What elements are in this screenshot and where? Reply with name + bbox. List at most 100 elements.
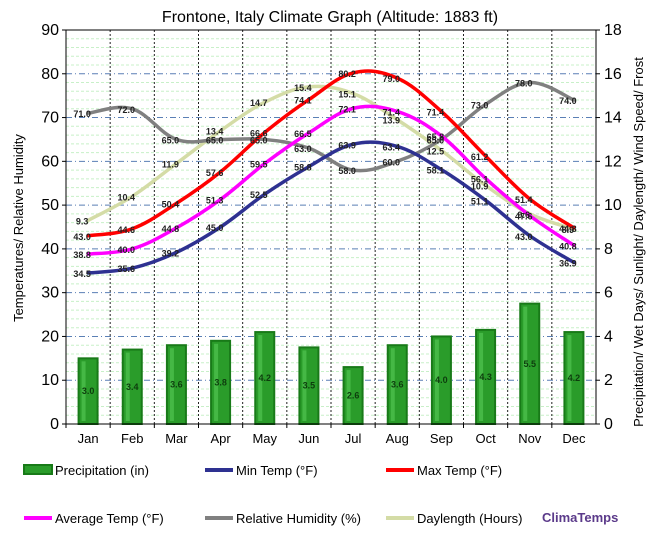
data-label: 72.1: [338, 104, 356, 114]
x-tick-label: Sep: [430, 431, 453, 446]
precip-data-label: 3.4: [126, 382, 139, 392]
x-tick-label: Mar: [165, 431, 188, 446]
data-label: 45.0: [206, 223, 224, 233]
y-right-tick-label: 16: [604, 66, 622, 83]
data-label: 73.0: [471, 100, 489, 110]
data-label: 65.0: [250, 135, 268, 145]
data-label: 51.1: [471, 196, 489, 206]
y-left-tick-label: 10: [41, 372, 59, 389]
data-label: 61.2: [471, 152, 489, 162]
data-label: 40.8: [559, 241, 577, 251]
data-label: 59.5: [250, 160, 268, 170]
precip-bar-shine: [258, 335, 263, 421]
precip-data-label: 3.6: [391, 380, 404, 390]
data-label: 79.0: [382, 74, 400, 84]
legend-label: Relative Humidity (%): [236, 511, 361, 526]
data-label: 44.8: [162, 224, 180, 234]
data-label: 71.4: [427, 107, 445, 117]
precip-data-label: 3.8: [214, 377, 227, 387]
precip-bar-shine: [125, 352, 130, 421]
legend-label: Max Temp (°F): [417, 463, 502, 478]
data-label: 8.9: [562, 225, 575, 235]
data-label: 60.0: [382, 157, 400, 167]
data-label: 15.1: [338, 89, 356, 99]
precip-data-label: 3.6: [170, 380, 183, 390]
y-right-tick-label: 10: [604, 197, 622, 214]
data-label: 11.9: [162, 160, 179, 170]
data-label: 50.4: [162, 199, 180, 209]
data-label: 66.5: [294, 129, 312, 139]
data-label: 71.0: [73, 109, 91, 119]
y-left-tick-label: 50: [41, 197, 59, 214]
precip-bar-shine: [479, 332, 484, 421]
data-label: 34.5: [73, 269, 91, 279]
x-tick-label: Dec: [562, 431, 586, 446]
precip-data-label: 4.2: [568, 373, 581, 383]
data-label: 43.0: [515, 232, 533, 242]
data-label: 40.0: [117, 245, 135, 255]
data-label: 38.8: [73, 250, 91, 260]
y-left-tick-label: 40: [41, 241, 59, 258]
y-left-tick-label: 20: [41, 328, 59, 345]
daylength-hours-line: [86, 84, 576, 231]
precip-data-label: 3.0: [82, 386, 95, 396]
y-right-tick-label: 0: [604, 416, 613, 433]
x-tick-label: Nov: [518, 431, 542, 446]
data-label: 51.4: [515, 195, 533, 205]
precip-data-label: 4.2: [258, 373, 271, 383]
precip-data-label: 3.5: [303, 381, 316, 391]
data-label: 65.0: [427, 135, 445, 145]
data-label: 65.8: [427, 132, 445, 142]
chart-title: Frontone, Italy Climate Graph (Altitude:…: [162, 9, 498, 26]
data-label: 80.2: [338, 69, 356, 79]
relative-humidity-line: [86, 80, 576, 173]
data-label: 65.0: [206, 135, 224, 145]
precip-data-label: 4.0: [435, 375, 448, 385]
x-tick-label: Jun: [298, 431, 319, 446]
x-tick-label: May: [252, 431, 277, 446]
y-left-tick-label: 60: [41, 153, 59, 170]
y-right-tick-label: 8: [604, 241, 613, 258]
y-right-tick-label: 4: [604, 328, 613, 345]
data-label: 43.0: [73, 232, 91, 242]
data-label: 71.4: [382, 107, 400, 117]
data-label: 51.3: [206, 195, 224, 205]
y-right-tick-label: 2: [604, 372, 613, 389]
data-label: 72.0: [117, 105, 135, 115]
precip-bar-shine: [169, 348, 174, 421]
data-label: 36.9: [559, 258, 577, 268]
data-label: 10.4: [117, 192, 135, 202]
legend-label: Precipitation (in): [55, 463, 149, 478]
precip-data-label: 5.5: [523, 359, 536, 369]
x-tick-label: Apr: [210, 431, 231, 446]
data-label: 58.1: [427, 166, 445, 176]
legend-swatch-precipitation: [23, 464, 53, 475]
precip-bar-shine: [390, 348, 395, 421]
data-label: 52.5: [250, 190, 268, 200]
legend-label: Daylength (Hours): [417, 511, 523, 526]
data-label: 63.0: [294, 144, 312, 154]
min-temp-f-line: [86, 140, 576, 275]
max-temp-f-line: [86, 69, 576, 238]
data-label: 58.0: [338, 166, 356, 176]
x-tick-label: Oct: [475, 431, 496, 446]
legend-label: Average Temp (°F): [55, 511, 164, 526]
precip-data-label: 2.6: [347, 391, 360, 401]
y-right-tick-label: 12: [604, 153, 622, 170]
x-tick-label: Jan: [78, 431, 99, 446]
y-left-tick-label: 80: [41, 66, 59, 83]
data-label: 12.5: [427, 146, 445, 156]
data-label: 14.7: [250, 98, 268, 108]
x-tick-label: Jul: [345, 431, 362, 446]
precip-data-label: 4.3: [479, 372, 492, 382]
data-label: 74.0: [559, 96, 577, 106]
precip-bar-shine: [81, 361, 86, 421]
precip-bar-shine: [346, 370, 351, 421]
data-label: 56.1: [471, 174, 489, 184]
y-axis-left-label: Temperatures/ Relative Humidity: [11, 134, 26, 322]
data-label: 9.3: [76, 216, 89, 226]
y-left-tick-label: 90: [41, 22, 59, 39]
precip-bar-shine: [434, 339, 439, 421]
data-label: 13.9: [382, 116, 400, 126]
